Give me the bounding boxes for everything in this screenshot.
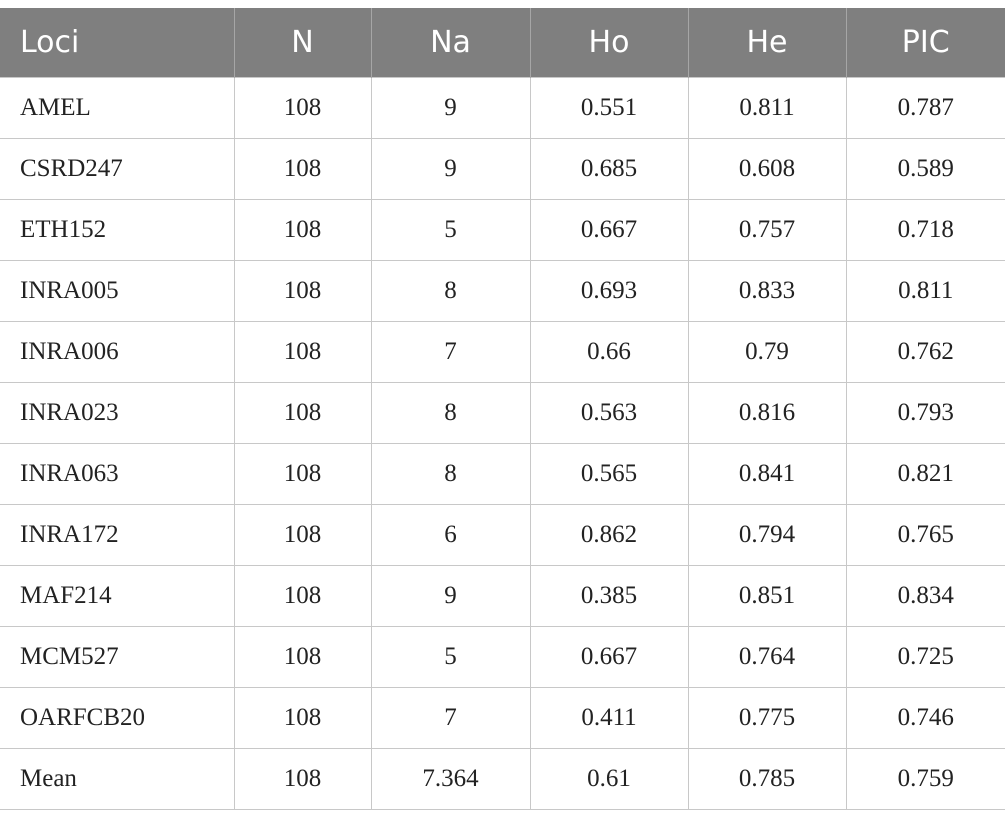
table-cell: 0.667 [529, 626, 689, 688]
header-cell: Na [371, 8, 531, 78]
table-cell: 0.718 [845, 199, 1005, 261]
table-cell: 9 [370, 565, 531, 627]
table-cell: Mean [0, 748, 235, 810]
header-cell: Loci [0, 8, 235, 78]
table-cell: 0.79 [687, 321, 847, 383]
table-cell: 0.785 [687, 748, 847, 810]
table-row: INRA006 108 7 0.66 0.79 0.762 [0, 321, 1005, 383]
table-cell: 0.765 [845, 504, 1005, 566]
table-row: ETH152 108 5 0.667 0.757 0.718 [0, 199, 1005, 261]
table-cell: INRA063 [0, 443, 235, 505]
table-cell: 0.725 [845, 626, 1005, 688]
table-cell: 0.551 [529, 77, 689, 139]
table-cell: 108 [233, 382, 372, 444]
table-cell: 108 [233, 138, 372, 200]
table-cell: 108 [233, 77, 372, 139]
table-cell: 0.794 [687, 504, 847, 566]
table-cell: 0.589 [845, 138, 1005, 200]
table-cell: 9 [370, 138, 531, 200]
table-cell: 108 [233, 199, 372, 261]
table-cell: 0.816 [687, 382, 847, 444]
table-cell: 0.411 [529, 687, 689, 749]
table-cell: 0.608 [687, 138, 847, 200]
table-cell: INRA023 [0, 382, 235, 444]
table-cell: 108 [233, 565, 372, 627]
table-cell: 0.764 [687, 626, 847, 688]
table-cell: 0.61 [529, 748, 689, 810]
table-cell: 0.841 [687, 443, 847, 505]
table-cell: 8 [370, 443, 531, 505]
data-table: Loci N Na Ho He PIC AMEL 108 9 0.551 0.811 0.787 CS… [0, 8, 1005, 810]
table-cell: 0.787 [845, 77, 1005, 139]
table-cell: 0.833 [687, 260, 847, 322]
header-cell: Ho [530, 8, 689, 78]
header-cell: PIC [846, 8, 1005, 78]
table-cell: MCM527 [0, 626, 235, 688]
table-cell: 0.834 [845, 565, 1005, 627]
table-cell: 6 [370, 504, 531, 566]
table-cell: 5 [370, 199, 531, 261]
table-cell: 0.385 [529, 565, 689, 627]
table-row: MCM527 108 5 0.667 0.764 0.725 [0, 626, 1005, 688]
table-cell: 0.66 [529, 321, 689, 383]
header-cell: He [688, 8, 847, 78]
table-cell: 8 [370, 260, 531, 322]
table-cell: 0.862 [529, 504, 689, 566]
table-row: CSRD247 108 9 0.685 0.608 0.589 [0, 138, 1005, 200]
table-cell: 108 [233, 687, 372, 749]
table-cell: INRA172 [0, 504, 235, 566]
table-cell: 108 [233, 321, 372, 383]
table-cell: ETH152 [0, 199, 235, 261]
table-cell: 7.364 [370, 748, 531, 810]
table-cell: 0.821 [845, 443, 1005, 505]
table-cell: 0.667 [529, 199, 689, 261]
table-cell: 0.775 [687, 687, 847, 749]
table-row: INRA063 108 8 0.565 0.841 0.821 [0, 443, 1005, 505]
table-cell: 0.811 [687, 77, 847, 139]
table-cell: 0.762 [845, 321, 1005, 383]
table-row: OARFCB20 108 7 0.411 0.775 0.746 [0, 687, 1005, 749]
table-cell: MAF214 [0, 565, 235, 627]
table-cell: 108 [233, 748, 372, 810]
table-row: Mean 108 7.364 0.61 0.785 0.759 [0, 748, 1005, 810]
table-row: INRA023 108 8 0.563 0.816 0.793 [0, 382, 1005, 444]
table-cell: AMEL [0, 77, 235, 139]
table-cell: OARFCB20 [0, 687, 235, 749]
table-row: MAF214 108 9 0.385 0.851 0.834 [0, 565, 1005, 627]
header-row: Loci N Na Ho He PIC [0, 8, 1005, 78]
table-row: INRA172 108 6 0.862 0.794 0.765 [0, 504, 1005, 566]
table-cell: 5 [370, 626, 531, 688]
table-cell: 0.693 [529, 260, 689, 322]
table-cell: INRA006 [0, 321, 235, 383]
table-cell: 0.757 [687, 199, 847, 261]
table-cell: 8 [370, 382, 531, 444]
table-cell: INRA005 [0, 260, 235, 322]
table-cell: 108 [233, 443, 372, 505]
table-row: INRA005 108 8 0.693 0.833 0.811 [0, 260, 1005, 322]
table-cell: 0.793 [845, 382, 1005, 444]
table-cell: 0.563 [529, 382, 689, 444]
table-cell: 9 [370, 77, 531, 139]
table-cell: 0.746 [845, 687, 1005, 749]
table-cell: 7 [370, 687, 531, 749]
table-cell: 108 [233, 260, 372, 322]
table-cell: 0.565 [529, 443, 689, 505]
table-row: AMEL 108 9 0.551 0.811 0.787 [0, 77, 1005, 139]
table-cell: 0.811 [845, 260, 1005, 322]
table-cell: 108 [233, 504, 372, 566]
table-cell: 0.851 [687, 565, 847, 627]
header-cell: N [234, 8, 372, 78]
table-cell: 7 [370, 321, 531, 383]
table-cell: CSRD247 [0, 138, 235, 200]
table-cell: 0.759 [845, 748, 1005, 810]
table-cell: 108 [233, 626, 372, 688]
table-cell: 0.685 [529, 138, 689, 200]
